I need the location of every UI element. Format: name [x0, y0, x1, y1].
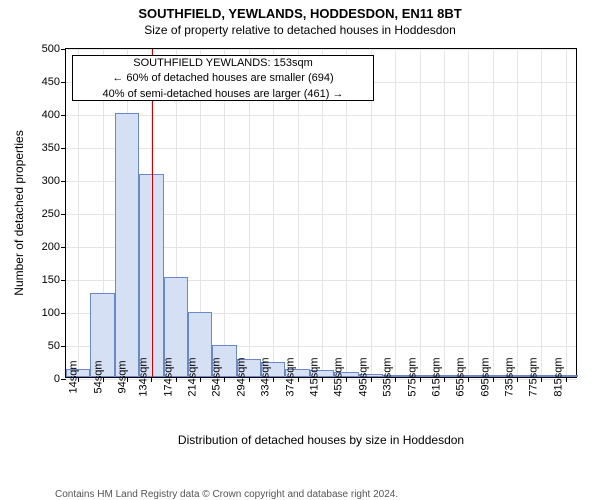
- annotation-line-2: ← 60% of detached houses are smaller (69…: [73, 71, 373, 86]
- x-tick-label: 54sqm: [86, 360, 104, 393]
- x-tick-label: 214sqm: [181, 357, 199, 396]
- x-tick-label: 415sqm: [302, 357, 320, 396]
- y-tick-label: 500: [42, 43, 66, 55]
- x-tick-label: 735sqm: [497, 357, 515, 396]
- x-tick-label: 535sqm: [376, 357, 394, 396]
- y-tick-label: 150: [42, 274, 66, 286]
- x-tick-label: 174sqm: [156, 357, 174, 396]
- x-tick-label: 14sqm: [62, 360, 80, 393]
- histogram-bar: [115, 113, 139, 377]
- x-axis-label: Distribution of detached houses by size …: [178, 433, 464, 447]
- y-tick-label: 450: [42, 76, 66, 88]
- annotation-line-1: SOUTHFIELD YEWLANDS: 153sqm: [73, 56, 373, 71]
- y-tick-label: 50: [48, 340, 66, 352]
- x-tick-label: 495sqm: [351, 357, 369, 396]
- x-tick-label: 615sqm: [424, 357, 442, 396]
- y-tick-label: 100: [42, 307, 66, 319]
- y-axis-label: Number of detached properties: [12, 130, 26, 295]
- x-tick-label: 455sqm: [327, 357, 345, 396]
- x-tick-label: 575sqm: [400, 357, 418, 396]
- x-tick-label: 775sqm: [522, 357, 540, 396]
- x-tick-label: 374sqm: [278, 357, 296, 396]
- annotation-box: SOUTHFIELD YEWLANDS: 153sqm ← 60% of det…: [72, 55, 374, 101]
- y-tick-label: 300: [42, 175, 66, 187]
- x-tick-label: 655sqm: [449, 357, 467, 396]
- y-tick-label: 400: [42, 109, 66, 121]
- x-tick-label: 134sqm: [132, 357, 150, 396]
- y-tick-label: 200: [42, 241, 66, 253]
- x-tick-label: 695sqm: [473, 357, 491, 396]
- x-tick-label: 294sqm: [229, 357, 247, 396]
- x-tick-label: 254sqm: [205, 357, 223, 396]
- y-tick-label: 250: [42, 208, 66, 220]
- x-tick-label: 334sqm: [254, 357, 272, 396]
- footer-attribution: Contains HM Land Registry data © Crown c…: [55, 467, 437, 500]
- x-tick-label: 815sqm: [546, 357, 564, 396]
- chart-title: SOUTHFIELD, YEWLANDS, HODDESDON, EN11 8B…: [0, 0, 600, 21]
- x-tick-label: 94sqm: [110, 360, 128, 393]
- footer-line-1: Contains HM Land Registry data © Crown c…: [55, 489, 437, 500]
- annotation-line-3: 40% of semi-detached houses are larger (…: [73, 87, 373, 102]
- chart-subtitle: Size of property relative to detached ho…: [0, 21, 600, 37]
- y-tick-label: 350: [42, 142, 66, 154]
